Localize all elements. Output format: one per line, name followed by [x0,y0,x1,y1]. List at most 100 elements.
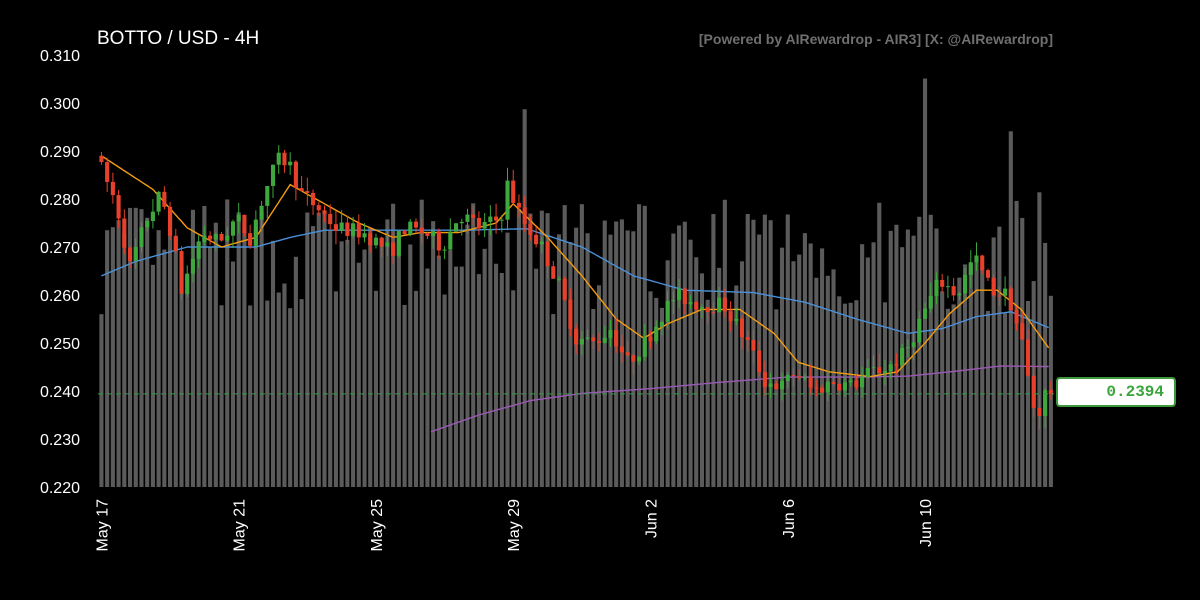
volume-bar [391,203,396,487]
candle-body [362,233,367,238]
candle-body [276,152,281,165]
candle-body [351,223,356,236]
volume-bar [860,244,865,487]
volume-bar [516,208,522,487]
candle-body [791,374,796,377]
volume-bar [145,217,150,487]
volume-bar [322,212,327,487]
volume-bar [505,232,510,487]
candle-body [219,233,224,241]
candle-body [1003,288,1008,296]
candle-body [333,224,338,231]
candle-body [225,235,230,241]
candle-body [745,337,750,341]
volume-bar [963,264,968,487]
volume-bar [1037,192,1042,487]
volume-bars [99,78,1053,488]
volume-bar [934,228,939,487]
volume-bar [980,267,985,487]
volume-bar [1003,312,1008,487]
candle-body [305,191,310,193]
volume-bar [179,267,184,487]
volume-bar [373,290,379,487]
candle-body [259,205,264,220]
candle-body [1048,390,1053,394]
y-tick-label: 0.260 [40,288,80,305]
candle-body [568,299,573,329]
volume-bar [116,220,121,487]
candle-body [625,352,630,356]
candle-body [631,355,636,362]
volume-bar [945,308,950,487]
candle-body [1014,310,1019,324]
candle-body [511,180,516,203]
candle-body [820,387,825,393]
y-tick-label: 0.270 [40,240,80,257]
volume-bar [928,214,933,487]
candle-body [299,188,304,192]
volume-bar [288,308,293,487]
volume-bar [225,199,230,487]
y-tick-label: 0.250 [40,336,80,353]
candle-body [522,207,527,224]
candle-body [694,302,699,310]
current-price-badge: 0.2394 [1056,377,1176,407]
candle-body [562,278,567,300]
candle-body [1020,323,1025,340]
volume-bar [614,221,619,488]
candle-body [505,180,510,220]
candle-body [963,274,968,294]
volume-bar [190,209,196,488]
volume-bar [488,230,493,488]
x-tick-label: May 17 [94,499,111,552]
candle-body [911,342,916,348]
candle-body [431,231,436,236]
candle-body [688,302,693,305]
volume-bar [522,109,527,488]
volume-bar [688,239,693,487]
candle-body [488,216,493,222]
credit-text: [Powered by AIRewardrop - AIR3] [X: @AIR… [698,31,1053,47]
candle-body [265,185,270,206]
candle-body [190,258,196,274]
candle-body [145,221,150,228]
volume-bar [356,262,361,487]
volume-bar [448,250,453,487]
volume-bar [905,229,910,487]
candle-body [768,383,773,388]
volume-bar [922,78,928,488]
volume-bar [1014,200,1019,487]
candle-body [545,241,550,267]
candle-body [699,307,705,310]
volume-bar [711,214,716,487]
candle-body [882,371,888,374]
candle-body [534,234,539,245]
volume-bar [511,290,516,487]
volume-bar [608,234,613,487]
volume-bar [305,212,310,487]
volume-bar [768,220,773,487]
volume-bar [99,314,104,487]
volume-bar [974,260,979,487]
volume-bar [459,266,464,487]
candle-body [905,347,910,349]
candle-body [739,318,745,338]
x-tick-label: May 25 [369,499,386,552]
candle-body [665,301,670,322]
candle-body [419,227,424,234]
candle-body [831,381,836,384]
volume-bar [774,309,779,487]
volume-bar [362,249,367,487]
volume-bar [802,233,807,487]
volume-bar [625,230,630,487]
volume-bar [694,257,699,487]
candle-body [808,377,813,388]
candle-body [208,235,213,240]
candle-body [654,326,659,342]
candle-body [797,376,802,378]
candle-body [648,336,653,342]
volume-bar [602,220,607,487]
candle-body [1037,407,1042,416]
volume-bar [677,225,682,488]
candle-body [774,383,779,390]
